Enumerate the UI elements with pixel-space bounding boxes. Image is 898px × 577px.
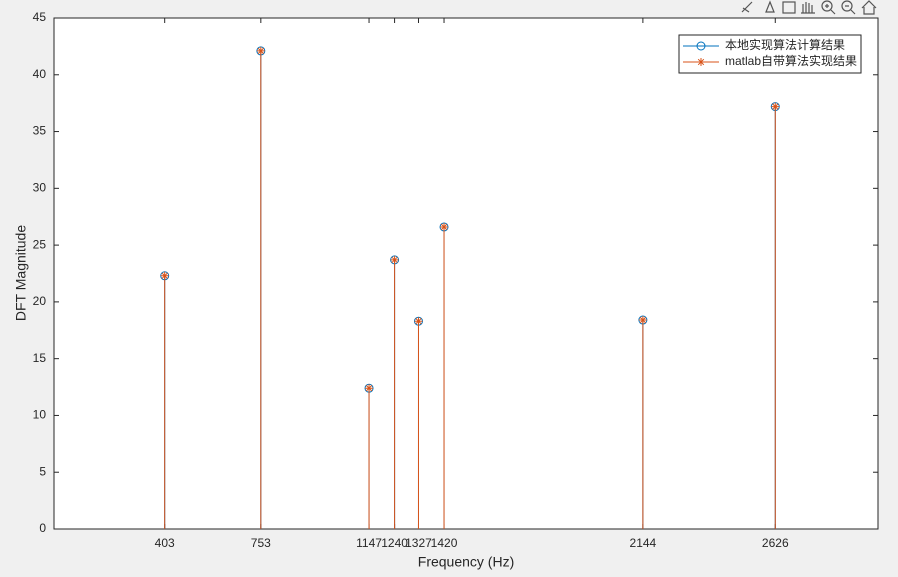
zoom-in-icon[interactable] (821, 0, 833, 12)
plot-area (54, 18, 878, 529)
marker (256, 46, 265, 55)
marker (771, 102, 780, 111)
marker (160, 271, 169, 280)
x-tick-label: 1420 (431, 536, 458, 550)
legend-label: matlab自带算法实现结果 (725, 53, 857, 68)
y-tick-label: 15 (33, 351, 47, 365)
axes-box (53, 17, 879, 530)
y-tick-label: 35 (33, 124, 47, 138)
y-tick-label: 10 (33, 408, 47, 422)
marker (390, 255, 399, 264)
toolbar[interactable] (741, 0, 877, 15)
marker (365, 384, 374, 393)
marker (696, 41, 706, 51)
legend-label: 本地实现算法计算结果 (725, 37, 845, 52)
y-tick-label: 5 (39, 464, 46, 478)
x-tick-label: 753 (251, 536, 271, 550)
x-tick-label: 1240 (381, 536, 408, 550)
y-axis-label: DFT Magnitude (13, 225, 29, 321)
y-tick-label: 45 (33, 10, 47, 24)
y-tick-label: 40 (33, 67, 47, 81)
legend-box (678, 34, 862, 74)
marker (440, 222, 449, 231)
x-axis-label: Frequency (Hz) (418, 554, 514, 570)
legend-icon[interactable] (782, 1, 796, 14)
x-tick-label: 403 (155, 536, 175, 550)
pan-icon[interactable] (801, 2, 815, 14)
x-tick-label: 1327 (405, 536, 432, 550)
marker (414, 317, 423, 326)
x-tick-label: 1147 (356, 536, 382, 550)
y-tick-label: 25 (33, 237, 47, 251)
zoom-out-icon[interactable] (841, 0, 853, 12)
x-tick-label: 2626 (762, 536, 789, 550)
marker (638, 316, 647, 325)
y-tick-label: 30 (33, 181, 47, 195)
x-tick-label: 2144 (630, 536, 657, 550)
y-tick-label: 0 (39, 521, 46, 535)
y-tick-label: 20 (33, 294, 47, 308)
brush-icon[interactable] (741, 1, 753, 13)
data-tip-icon[interactable] (765, 0, 775, 13)
marker (697, 58, 705, 66)
home-icon[interactable] (861, 0, 877, 15)
